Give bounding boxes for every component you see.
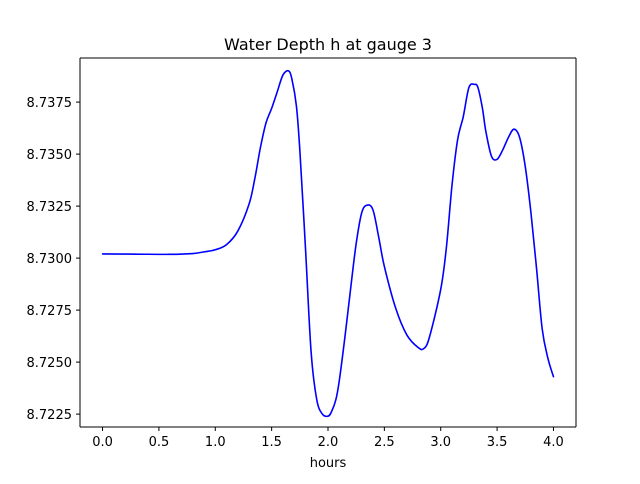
y-tick-label: 8.7275 — [27, 304, 73, 319]
x-tick-label: 2.0 — [318, 435, 339, 450]
x-tick-label: 3.0 — [430, 435, 451, 450]
y-tick-label: 8.7300 — [27, 252, 73, 267]
x-tick-label: 0.0 — [92, 435, 113, 450]
y-axis-ticks: 8.7225 8.7250 8.7275 8.7300 8.7325 8.7350 8.73… — [27, 96, 80, 423]
y-tick-label: 8.7225 — [27, 408, 73, 423]
axes-frame — [79, 57, 577, 428]
plot-area: 0.0 0.5 1.0 1.5 2.0 2.5 3.0 3.5 4.0 8.7225 8.7250… — [27, 57, 577, 450]
x-tick-label: 0.5 — [149, 435, 170, 450]
x-axis-label: hours — [310, 456, 347, 471]
y-tick-label: 8.7250 — [27, 356, 73, 371]
x-tick-label: 3.5 — [487, 435, 508, 450]
series-layer — [101, 69, 555, 418]
x-tick-label: 2.5 — [374, 435, 395, 450]
x-tick-label: 4.0 — [543, 435, 564, 450]
chart-title: Water Depth h at gauge 3 — [224, 35, 432, 54]
y-tick-label: 8.7375 — [27, 96, 73, 111]
plot-background — [80, 58, 576, 427]
x-axis-ticks: 0.0 0.5 1.0 1.5 2.0 2.5 3.0 3.5 4.0 — [92, 427, 564, 450]
y-tick-label: 8.7350 — [27, 148, 73, 163]
x-tick-label: 1.0 — [205, 435, 226, 450]
x-tick-label: 1.5 — [261, 435, 282, 450]
y-tick-label: 8.7325 — [27, 200, 73, 215]
series-line-0 — [101, 69, 555, 418]
